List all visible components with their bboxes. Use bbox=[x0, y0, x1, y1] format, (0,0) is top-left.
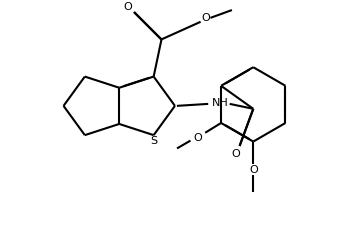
Text: S: S bbox=[150, 135, 157, 145]
Text: O: O bbox=[124, 2, 133, 12]
Text: O: O bbox=[249, 164, 258, 174]
Text: O: O bbox=[231, 148, 240, 158]
Text: NH: NH bbox=[211, 97, 228, 107]
Text: O: O bbox=[193, 132, 202, 142]
Text: O: O bbox=[201, 13, 210, 23]
